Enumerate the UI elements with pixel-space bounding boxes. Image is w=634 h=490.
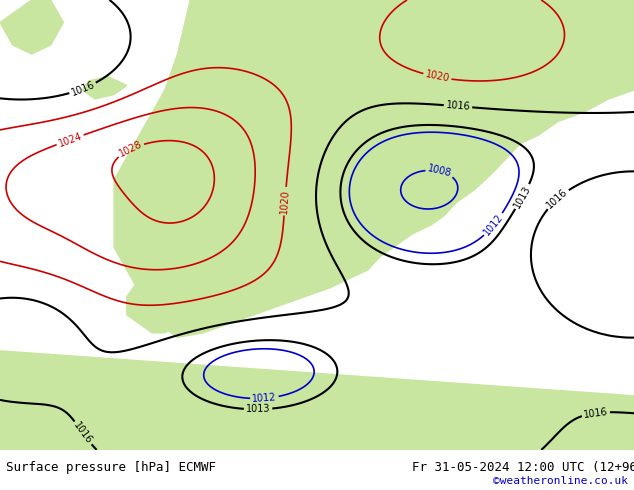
- Text: 1016: 1016: [70, 79, 96, 98]
- Text: 1013: 1013: [512, 184, 533, 210]
- Polygon shape: [127, 279, 190, 333]
- Text: 1012: 1012: [252, 392, 277, 404]
- Text: 1020: 1020: [279, 189, 291, 214]
- Polygon shape: [152, 108, 222, 148]
- Text: ©weatheronline.co.uk: ©weatheronline.co.uk: [493, 476, 628, 486]
- Text: 1028: 1028: [117, 139, 144, 159]
- Text: 1024: 1024: [57, 131, 83, 148]
- Polygon shape: [0, 0, 63, 54]
- Text: Fr 31-05-2024 12:00 UTC (12+96): Fr 31-05-2024 12:00 UTC (12+96): [412, 462, 634, 474]
- Text: 1016: 1016: [446, 100, 470, 112]
- Text: 1016: 1016: [72, 420, 94, 446]
- Text: 1008: 1008: [427, 164, 453, 179]
- Text: 1016: 1016: [545, 187, 570, 211]
- Text: 1012: 1012: [482, 212, 505, 237]
- Text: 1013: 1013: [246, 404, 270, 415]
- Text: 1020: 1020: [424, 70, 450, 84]
- Polygon shape: [292, 0, 380, 90]
- Text: Surface pressure [hPa] ECMWF: Surface pressure [hPa] ECMWF: [6, 462, 216, 474]
- Polygon shape: [82, 76, 127, 99]
- Polygon shape: [0, 351, 634, 450]
- Polygon shape: [114, 0, 634, 337]
- Text: 1016: 1016: [583, 406, 609, 419]
